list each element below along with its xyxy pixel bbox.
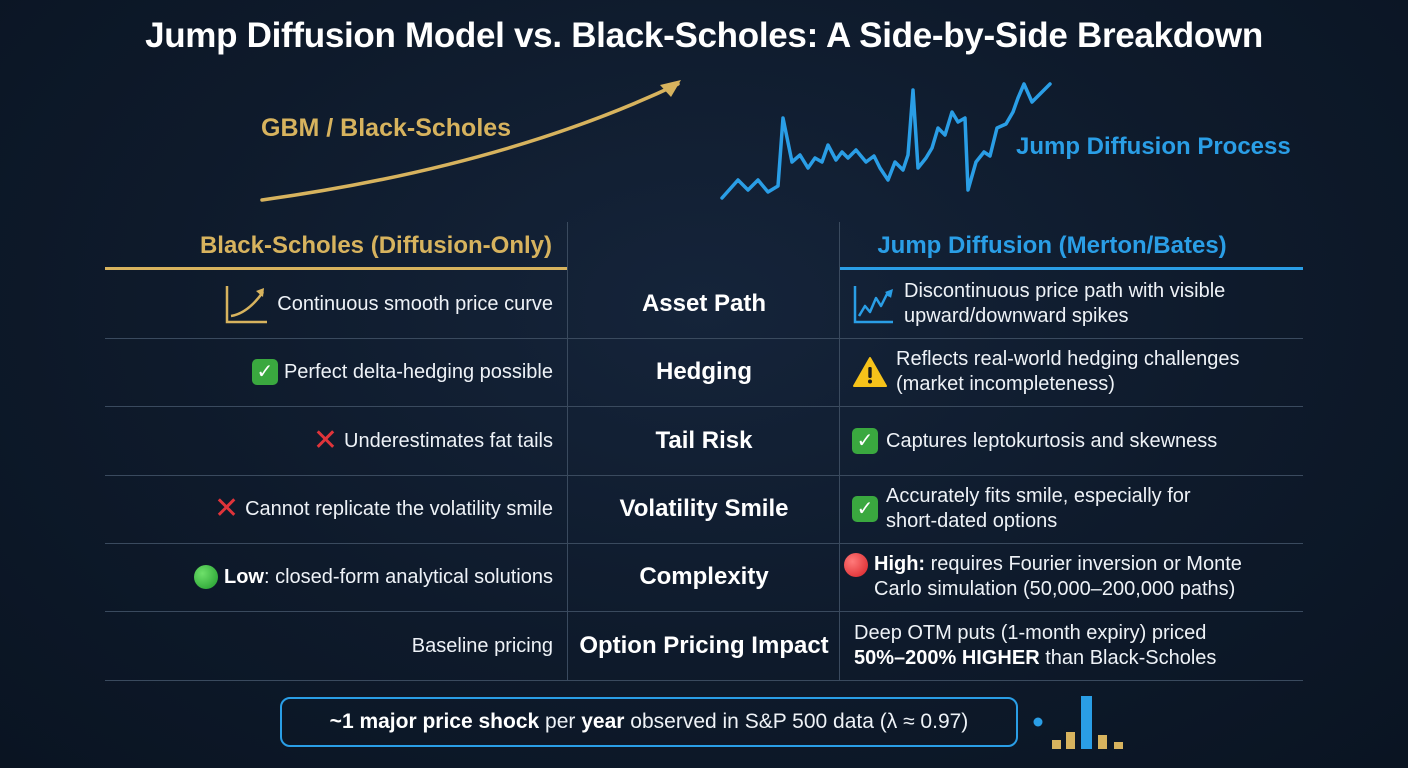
warning-icon bbox=[852, 356, 888, 388]
black-scholes-header: Black-Scholes (Diffusion-Only) bbox=[199, 232, 552, 259]
jump-diffusion-label: Jump Diffusion Process bbox=[1016, 133, 1291, 160]
jump-diffusion-cell: ✓ Captures leptokurtosis and skewness bbox=[852, 407, 1302, 475]
jump-diffusion-cell: Reflects real-world hedging challenges (… bbox=[852, 338, 1302, 406]
cell-text: Accurately fits smile, especially for sh… bbox=[886, 485, 1191, 532]
red-dot-icon bbox=[844, 553, 868, 577]
jump-diffusion-cell: ✓ Accurately fits smile, especially for … bbox=[852, 475, 1302, 543]
cell-text: Perfect delta-hedging possible bbox=[283, 360, 553, 383]
cell-text: Captures leptokurtosis and skewness bbox=[886, 429, 1218, 452]
cell-text: Reflects real-world hedging challenges (… bbox=[896, 348, 1240, 395]
jump-diffusion-cell: High: requires Fourier inversion or Mont… bbox=[844, 543, 1294, 611]
left-header-underline bbox=[105, 267, 568, 270]
check-icon: ✓ bbox=[852, 496, 878, 522]
row-divider bbox=[105, 543, 1303, 544]
comparison-row-asset-path: Continuous smooth price curve Asset Path… bbox=[0, 270, 1408, 338]
row-divider bbox=[105, 406, 1303, 407]
cell-text: High: requires Fourier inversion or Mont… bbox=[874, 553, 1242, 600]
row-label: Asset Path bbox=[641, 290, 767, 317]
black-scholes-cell: ✓ Perfect delta-hedging possible bbox=[105, 338, 553, 406]
check-icon: ✓ bbox=[852, 428, 878, 454]
row-label: Hedging bbox=[656, 358, 752, 385]
right-header-underline bbox=[840, 267, 1303, 270]
price-shock-callout: ~1 major price shock per year observed i… bbox=[280, 697, 1018, 747]
cell-text: Deep OTM puts (1-month expiry) priced 50… bbox=[854, 622, 1217, 669]
row-label: Option Pricing Impact bbox=[579, 632, 829, 659]
row-label: Complexity bbox=[639, 563, 769, 590]
cell-text: Discontinuous price path with visible up… bbox=[904, 280, 1226, 327]
comparison-row-complexity: Low: closed-form analytical solutions Co… bbox=[0, 543, 1408, 611]
cell-text: Continuous smooth price curve bbox=[277, 292, 553, 315]
row-divider bbox=[105, 475, 1303, 476]
comparison-row-hedging: ✓ Perfect delta-hedging possible Hedging… bbox=[0, 338, 1408, 406]
row-divider bbox=[105, 611, 1303, 612]
row-label: Volatility Smile bbox=[619, 495, 789, 522]
jump-diffusion-cell: Deep OTM puts (1-month expiry) priced 50… bbox=[854, 612, 1304, 680]
black-scholes-cell: Baseline pricing bbox=[411, 634, 553, 657]
cell-text: Cannot replicate the volatility smile bbox=[245, 497, 553, 520]
black-scholes-cell: Continuous smooth price curve bbox=[105, 270, 553, 338]
green-dot-icon bbox=[193, 565, 218, 589]
hero-illustration bbox=[260, 80, 1052, 202]
gbm-smooth-curve bbox=[260, 82, 680, 202]
cross-icon: ✕ bbox=[213, 492, 240, 525]
column-divider-left bbox=[567, 222, 568, 680]
gbm-label: GBM / Black-Scholes bbox=[261, 114, 512, 142]
row-divider bbox=[105, 338, 1303, 339]
column-divider-right bbox=[839, 222, 840, 680]
check-icon: ✓ bbox=[251, 359, 278, 385]
jump-diffusion-path bbox=[720, 82, 1052, 200]
black-scholes-cell: ✕ Underestimates fat tails bbox=[105, 407, 553, 475]
page-title: Jump Diffusion Model vs. Black-Scholes: … bbox=[145, 16, 1263, 55]
gbm-arrowhead bbox=[660, 80, 681, 97]
jump-diffusion-header: Jump Diffusion (Merton/Bates) bbox=[877, 232, 1227, 259]
black-scholes-cell: ✕ Cannot replicate the volatility smile bbox=[105, 475, 553, 543]
jump-diffusion-cell: Discontinuous price path with visible up… bbox=[852, 270, 1302, 338]
row-label: Tail Risk bbox=[655, 427, 753, 454]
row-divider bbox=[105, 680, 1303, 681]
cell-text: Underestimates fat tails bbox=[344, 429, 553, 452]
comparison-row-tail-risk: ✕ Underestimates fat tails Tail Risk ✓ C… bbox=[0, 407, 1408, 475]
jagged-chart-icon bbox=[852, 282, 896, 326]
cross-icon: ✕ bbox=[312, 424, 339, 457]
smooth-curve-icon bbox=[223, 282, 271, 326]
callout-text: ~1 major price shock per year observed i… bbox=[329, 710, 969, 733]
cell-text: Low: closed-form analytical solutions bbox=[223, 565, 553, 588]
histogram-icon bbox=[1033, 696, 1123, 749]
comparison-row-option-pricing-impact: Baseline pricing Option Pricing Impact D… bbox=[0, 612, 1408, 680]
black-scholes-cell: Low: closed-form analytical solutions bbox=[105, 543, 553, 611]
comparison-row-volatility-smile: ✕ Cannot replicate the volatility smile … bbox=[0, 475, 1408, 543]
